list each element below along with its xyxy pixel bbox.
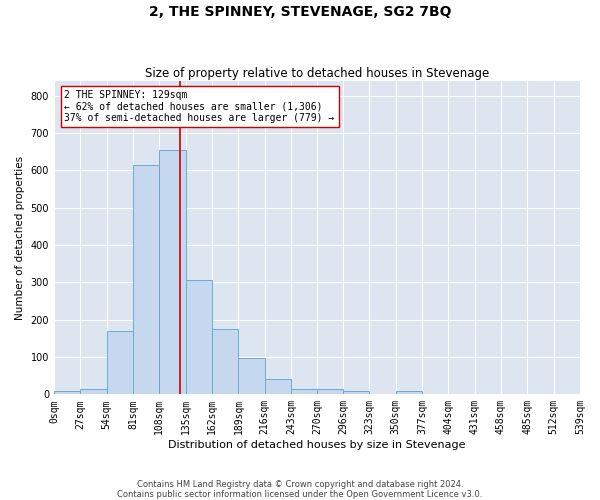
Bar: [133, 164, 160, 394]
Text: Contains HM Land Registry data © Crown copyright and database right 2024.
Contai: Contains HM Land Registry data © Crown c…: [118, 480, 482, 499]
Bar: [80, 390, 107, 394]
Bar: [185, 280, 212, 394]
Y-axis label: Number of detached properties: Number of detached properties: [15, 156, 25, 320]
Text: 2, THE SPINNEY, STEVENAGE, SG2 7BQ: 2, THE SPINNEY, STEVENAGE, SG2 7BQ: [149, 5, 451, 19]
Bar: [160, 150, 185, 394]
Title: Size of property relative to detached houses in Stevenage: Size of property relative to detached ho…: [145, 66, 489, 80]
Bar: [212, 329, 238, 394]
Bar: [265, 380, 291, 394]
Bar: [54, 392, 80, 394]
Bar: [238, 358, 265, 395]
Text: 2 THE SPINNEY: 129sqm
← 62% of detached houses are smaller (1,306)
37% of semi-d: 2 THE SPINNEY: 129sqm ← 62% of detached …: [64, 90, 335, 124]
Bar: [107, 331, 133, 394]
Bar: [291, 388, 317, 394]
X-axis label: Distribution of detached houses by size in Stevenage: Distribution of detached houses by size …: [168, 440, 466, 450]
Bar: [343, 390, 369, 394]
Bar: [317, 390, 343, 394]
Bar: [395, 392, 422, 394]
